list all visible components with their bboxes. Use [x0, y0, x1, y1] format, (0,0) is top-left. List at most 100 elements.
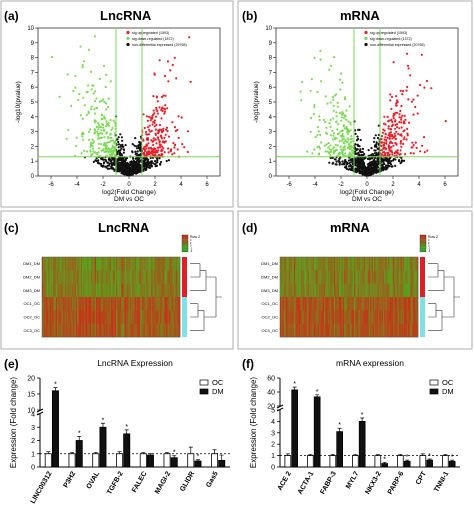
heatmap-cell — [298, 323, 301, 338]
heatmap-cell — [347, 257, 350, 271]
point-nonsig — [122, 157, 125, 160]
point-nonsig — [331, 162, 334, 165]
point-nonsig — [376, 163, 379, 166]
heatmap-cell — [286, 297, 288, 311]
point-nonsig — [149, 164, 152, 167]
point-down — [112, 140, 116, 143]
point-nonsig — [146, 164, 149, 167]
y-tick-label: 7 — [31, 70, 35, 76]
point-nonsig — [358, 169, 361, 172]
point-nonsig — [120, 154, 124, 157]
point-up — [402, 138, 405, 141]
point-down — [97, 126, 101, 129]
heatmap-cell — [416, 270, 419, 284]
heatmap-cell — [390, 257, 392, 271]
point-up — [152, 151, 155, 154]
heatmap-cell — [387, 297, 390, 311]
point-down — [106, 131, 109, 134]
heatmap-cell — [280, 270, 282, 284]
heatmap-cell — [293, 257, 296, 271]
heatmap-cell — [177, 257, 180, 271]
heatmap-cell — [327, 310, 330, 324]
heatmap-cell — [335, 323, 337, 338]
heatmap-cell — [404, 323, 406, 338]
point-up — [152, 109, 155, 112]
point-down — [328, 151, 331, 154]
point-nonsig — [108, 167, 111, 170]
heatmap-cell — [117, 283, 119, 298]
heatmap-cell — [345, 257, 347, 271]
heatmap-cell — [97, 283, 99, 298]
heatmap-cell — [382, 323, 385, 338]
heatmap-cell — [171, 283, 173, 298]
heatmap-cell — [147, 283, 149, 298]
point-up — [163, 107, 166, 110]
heatmap-cell — [396, 257, 399, 271]
heatmap-cell — [330, 297, 332, 311]
heatmap-cell — [397, 310, 400, 324]
heatmap-cell — [85, 310, 88, 324]
heatmap-cell — [172, 257, 175, 271]
bar-dm — [170, 457, 178, 468]
heatmap-cell — [45, 297, 48, 311]
heatmap-cell — [291, 323, 293, 338]
heatmap-cell — [375, 323, 377, 338]
point-up — [154, 115, 158, 118]
heatmap-cell — [84, 283, 87, 298]
heatmap-cell — [396, 310, 399, 324]
heatmap-cell — [296, 270, 298, 284]
point-down — [95, 125, 98, 129]
heatmap-cell — [69, 270, 72, 284]
heatmap-cell — [72, 323, 74, 338]
point-up — [393, 152, 396, 155]
point-down — [346, 130, 349, 134]
heatmap-cell — [281, 297, 283, 311]
color-key-tick: -2 — [190, 246, 193, 250]
point-up — [389, 133, 392, 136]
point-down — [98, 100, 101, 103]
point-nonsig — [116, 165, 120, 168]
heatmap-cell — [374, 270, 376, 284]
point-nonsig — [358, 145, 361, 148]
heatmap-cell — [173, 310, 176, 324]
point-down — [337, 122, 340, 125]
heatmap-cell — [285, 310, 287, 324]
heatmap-cell — [77, 323, 79, 338]
point-up — [158, 143, 161, 146]
heatmap-cell — [412, 270, 415, 284]
heatmap-cell — [370, 283, 372, 298]
heatmap-cell — [114, 310, 117, 324]
heatmap-cell — [400, 283, 402, 298]
point-up — [403, 136, 406, 139]
point-up — [404, 118, 407, 121]
heatmap-cell — [111, 283, 113, 298]
heatmap-cell — [174, 297, 177, 311]
heatmap-cell — [320, 283, 322, 298]
heatmap-cell — [291, 297, 293, 311]
point-nonsig — [348, 162, 351, 165]
point-up — [165, 128, 168, 131]
error-bar-oc — [330, 454, 335, 456]
heatmap-cell — [399, 323, 401, 338]
heatmap-cell — [133, 297, 136, 311]
heatmap-cell — [128, 323, 131, 338]
heatmap-cell — [372, 297, 375, 311]
heatmap-cell — [161, 297, 163, 311]
heatmap-cell — [108, 283, 111, 298]
point-down — [87, 112, 90, 115]
heatmap-cell — [89, 257, 92, 271]
color-key-cell — [182, 236, 188, 238]
heatmap-cell — [92, 283, 94, 298]
heatmap-cell — [70, 257, 73, 271]
heatmap-cell — [92, 270, 94, 284]
point-nonsig — [367, 149, 370, 152]
point-down — [318, 115, 321, 118]
point-up — [391, 141, 394, 144]
heatmap-cell — [169, 297, 172, 311]
heatmap-cell — [176, 323, 178, 338]
heatmap-cells — [280, 257, 419, 338]
heatmap-cell — [95, 257, 98, 271]
legend-entry: sig down-regulated (1372) — [370, 37, 412, 41]
heatmap-cell — [172, 310, 175, 324]
heatmap-cell — [357, 270, 360, 284]
